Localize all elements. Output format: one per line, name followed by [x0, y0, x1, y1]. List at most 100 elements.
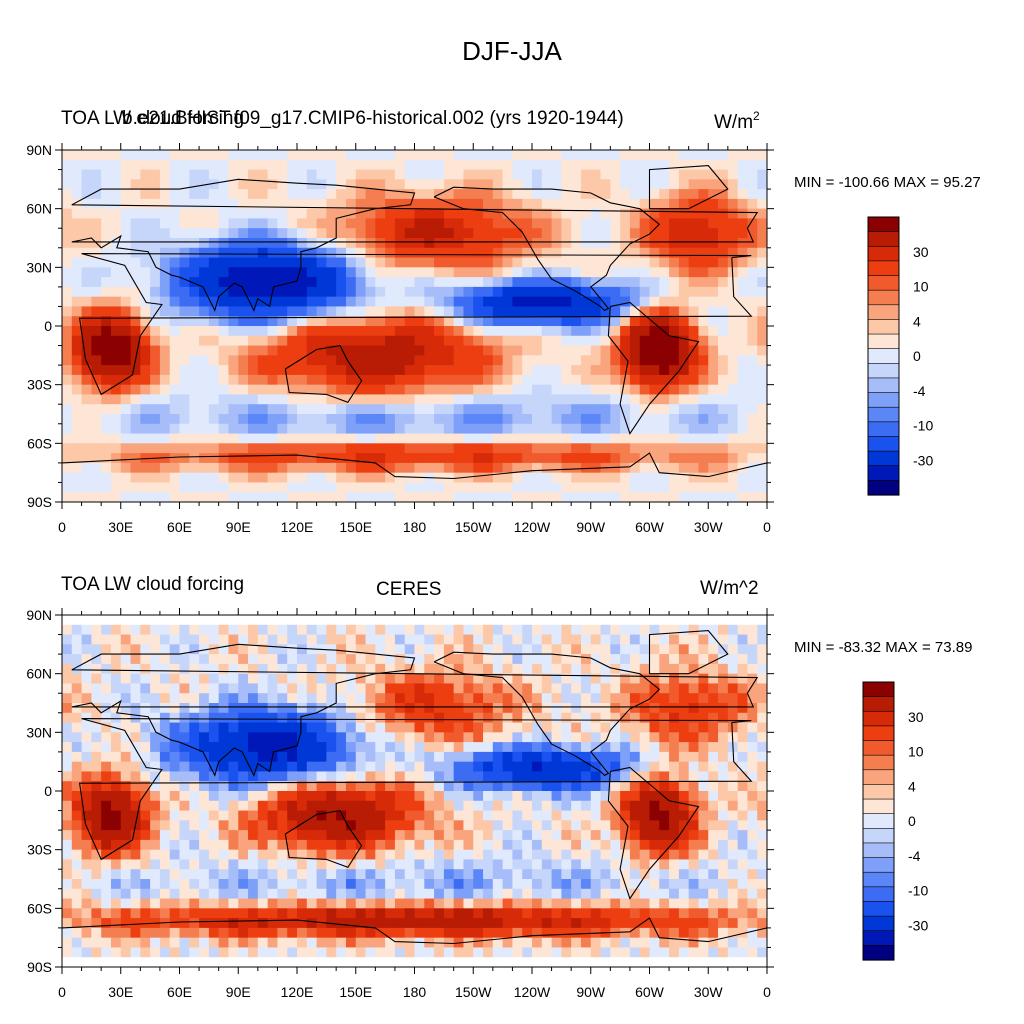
map-cell: [62, 492, 73, 502]
map-cell: [159, 277, 171, 288]
map-cell: [179, 218, 190, 229]
map-cell: [355, 663, 367, 675]
map-cell: [218, 394, 230, 405]
map-cell: [532, 898, 543, 909]
map-cell: [91, 791, 102, 802]
map-cell: [463, 159, 474, 171]
map-cell: [463, 247, 474, 259]
map-cell: [267, 810, 279, 821]
map-cell: [110, 208, 122, 220]
map-cell: [257, 218, 269, 229]
map-cell: [336, 218, 347, 229]
map-cell: [453, 247, 465, 259]
map-cell: [532, 849, 543, 861]
map-cell: [238, 712, 249, 724]
map-cell: [561, 791, 572, 802]
map-cell: [414, 761, 425, 773]
map-cell: [512, 830, 523, 841]
map-cell: [150, 654, 161, 665]
map-cell: [747, 198, 758, 210]
map-cell: [199, 394, 210, 405]
map-cell: [463, 374, 474, 386]
map-cell: [248, 898, 259, 909]
map-cell: [189, 150, 200, 161]
map-cell: [150, 374, 161, 386]
map-cell: [71, 791, 83, 802]
map-cell: [639, 296, 651, 308]
map-cell: [257, 189, 269, 200]
map-cell: [727, 453, 739, 464]
map-cell: [140, 335, 151, 347]
map-cell: [492, 169, 504, 180]
map-cell: [71, 830, 83, 841]
map-cell: [199, 208, 210, 220]
map-cell: [669, 482, 680, 493]
map-cell: [120, 257, 132, 268]
map-cell: [727, 722, 739, 733]
map-cell: [434, 849, 445, 861]
map-cell: [228, 888, 239, 900]
map-cell: [159, 800, 171, 812]
map-cell: [110, 394, 122, 405]
map-cell: [492, 218, 504, 229]
map-cell: [757, 839, 767, 851]
map-cell: [629, 257, 641, 268]
map-cell: [620, 365, 631, 376]
map-cell: [522, 374, 533, 386]
map-cell: [502, 374, 514, 386]
map-cell: [316, 238, 327, 249]
map-cell: [718, 742, 729, 753]
map-cell: [130, 761, 141, 773]
map-cell: [571, 482, 582, 493]
map-cell: [110, 908, 122, 919]
map-cell: [179, 839, 190, 851]
map-cell: [169, 732, 181, 743]
map-cell: [306, 898, 318, 909]
map-cell: [512, 394, 523, 405]
map-cell: [532, 247, 543, 259]
map-cell: [297, 810, 308, 821]
map-cell: [757, 703, 767, 714]
map-cell: [698, 198, 709, 210]
map-cell: [404, 663, 416, 675]
map-cell: [306, 830, 318, 841]
map-cell: [678, 654, 690, 665]
map-cell: [620, 326, 631, 337]
map-cell: [385, 888, 396, 900]
map-cell: [71, 693, 83, 704]
map-cell: [434, 453, 445, 464]
map-cell: [130, 634, 141, 645]
map-cell: [110, 693, 122, 704]
map-cell: [355, 879, 367, 890]
map-cell: [345, 859, 357, 870]
map-cell: [394, 365, 406, 376]
map-cell: [590, 810, 602, 821]
map-cell: [580, 722, 592, 733]
map-cell: [267, 316, 279, 327]
map-cell: [639, 800, 651, 812]
map-cell: [81, 462, 92, 474]
map-cell: [169, 644, 181, 655]
map-cell: [404, 404, 416, 415]
panel2-min-max: MIN = -83.32 MAX = 73.89: [794, 639, 973, 656]
map-cell: [267, 761, 279, 773]
map-cell: [81, 179, 92, 190]
map-cell: [678, 335, 690, 347]
map-cell: [228, 218, 239, 229]
map-cell: [208, 673, 220, 685]
map-cell: [443, 306, 455, 317]
map-cell: [434, 159, 445, 171]
map-cell: [365, 712, 376, 724]
map-cell: [81, 869, 92, 880]
map-cell: [522, 839, 533, 851]
map-cell: [257, 644, 269, 655]
map-cell: [483, 453, 494, 464]
map-cell: [453, 673, 465, 685]
map-cell: [189, 247, 200, 259]
map-cell: [336, 189, 347, 200]
map-cell: [169, 879, 181, 890]
map-cell: [620, 453, 631, 464]
map-cell: [316, 810, 327, 821]
map-cell: [267, 634, 279, 645]
map-cell: [649, 800, 660, 812]
